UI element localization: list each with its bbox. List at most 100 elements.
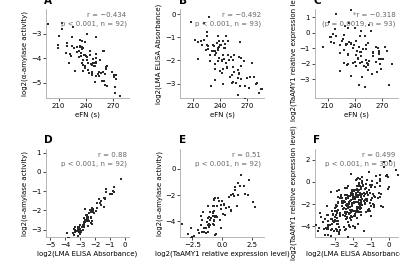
Point (370, 50, 376, 55)
Point (331, 229, 338, 233)
Point (83, 54, 90, 58)
Point (179, 222, 185, 226)
Point (324, 203, 330, 208)
Point (72, 230, 78, 234)
Point (376, 51, 382, 55)
Point (215, 196, 222, 200)
Point (110, 185, 117, 189)
Point (80, 223, 87, 227)
Point (358, 178, 365, 183)
Point (306, 27, 312, 31)
Point (357, 203, 363, 207)
Point (373, 44, 380, 49)
X-axis label: eFN (s): eFN (s) (75, 111, 100, 118)
Point (354, 206, 361, 210)
Point (351, 209, 357, 214)
Point (90, 209, 96, 213)
Point (200, 230, 207, 234)
Text: r = 0.88
p < 0.001, n = 92): r = 0.88 p < 0.001, n = 92) (60, 151, 126, 166)
Point (94, 200, 100, 205)
Point (72, 225, 78, 229)
Point (250, 199, 256, 204)
Point (332, 219, 339, 223)
Point (212, 214, 218, 218)
Point (221, 202, 227, 207)
Point (198, 244, 204, 248)
Point (346, 215, 353, 220)
Point (342, 228, 348, 232)
Point (377, 57, 384, 61)
Point (335, 201, 342, 206)
Point (218, 207, 224, 211)
Point (348, 191, 355, 196)
Point (319, 45, 326, 49)
Point (361, 199, 367, 203)
Point (81, 220, 87, 224)
Point (343, 42, 349, 46)
Point (98, 203, 104, 207)
Point (99, 79, 106, 83)
Point (220, 212, 227, 216)
Text: r = 0.499
p < 0.001, n = 300): r = 0.499 p < 0.001, n = 300) (325, 151, 396, 166)
Point (193, 237, 199, 241)
Point (205, 204, 212, 209)
Point (229, 72, 235, 77)
Point (220, 39, 226, 43)
Point (349, 204, 355, 209)
Point (103, 64, 110, 68)
Point (90, 61, 97, 65)
Text: E: E (179, 135, 186, 145)
Point (85, 215, 92, 219)
Point (342, 193, 348, 197)
Point (102, 83, 108, 88)
Point (349, 209, 356, 213)
Point (82, 65, 89, 70)
Point (72, 69, 79, 73)
Point (345, 196, 351, 200)
Point (366, 207, 372, 211)
Point (386, 158, 393, 163)
Point (218, 225, 224, 230)
Point (232, 188, 238, 192)
Point (330, 213, 336, 217)
Point (337, 228, 344, 233)
Point (235, 76, 241, 80)
Point (337, 211, 343, 215)
Point (207, 222, 213, 227)
Point (359, 75, 366, 79)
Point (208, 84, 214, 88)
Point (345, 53, 351, 57)
Point (204, 46, 211, 51)
Point (254, 81, 260, 85)
Point (200, 210, 206, 214)
Point (104, 84, 110, 88)
Point (353, 188, 360, 192)
Point (334, 228, 340, 232)
Point (328, 234, 334, 238)
Point (345, 224, 352, 228)
Point (241, 184, 247, 188)
Point (344, 42, 350, 46)
Point (334, 200, 341, 204)
Point (210, 214, 216, 218)
Point (336, 225, 342, 229)
Point (89, 208, 95, 212)
Point (109, 192, 116, 196)
Point (210, 211, 217, 215)
Point (343, 43, 350, 47)
Point (246, 177, 252, 182)
Point (212, 196, 218, 200)
Point (81, 224, 88, 228)
Point (368, 214, 374, 218)
Point (75, 234, 82, 239)
Point (376, 177, 383, 181)
Point (328, 209, 335, 213)
Point (82, 207, 88, 211)
Point (348, 192, 354, 197)
Point (350, 61, 356, 65)
Point (349, 215, 355, 219)
Point (344, 203, 351, 207)
Point (187, 236, 194, 240)
Point (238, 173, 244, 177)
Point (336, 196, 343, 200)
